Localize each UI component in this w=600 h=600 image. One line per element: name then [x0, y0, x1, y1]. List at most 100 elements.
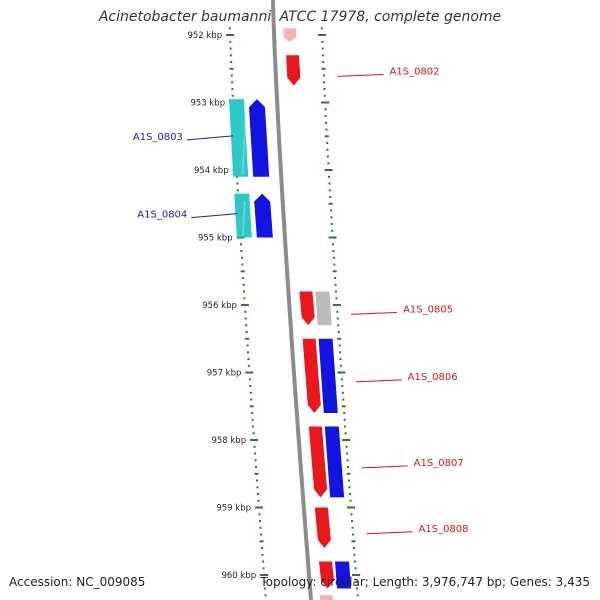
- scale-dot: [334, 277, 337, 279]
- scale-dot: [328, 236, 337, 239]
- scale-dot: [326, 155, 329, 158]
- scale-dot: [255, 506, 263, 509]
- gene-label[interactable]: A1S_0802: [390, 66, 440, 77]
- gene-label-leader: [186, 135, 233, 141]
- gene-label[interactable]: A1S_0808: [419, 524, 469, 535]
- tick-label-955: 955 kbp: [198, 234, 233, 244]
- gene-label[interactable]: A1S_0807: [414, 458, 464, 469]
- gene-feature[interactable]: [275, 561, 352, 589]
- scale-dot: [327, 162, 330, 165]
- genome-backbone: [271, 0, 314, 600]
- gene-arrow[interactable]: [285, 55, 301, 86]
- page-title: Acinetobacter baumannii ATCC 17978, comp…: [98, 9, 502, 25]
- scale-dot: [349, 493, 351, 495]
- scale-dot: [328, 175, 330, 178]
- gene-arrow[interactable]: [319, 561, 335, 589]
- scale-dot: [229, 47, 232, 50]
- gene-label[interactable]: A1S_0803: [133, 132, 183, 143]
- scale-dot: [250, 398, 253, 401]
- gene-arrow[interactable]: [319, 595, 335, 600]
- gene-highlight: [273, 595, 277, 600]
- gene-highlight: [275, 561, 280, 579]
- scale-dot: [344, 425, 347, 428]
- gene-feature[interactable]: [274, 426, 345, 498]
- gene-arrow[interactable]: [249, 99, 270, 177]
- gene-arrow[interactable]: [299, 291, 315, 326]
- gene-highlight: [284, 55, 288, 76]
- scale-dot: [351, 526, 354, 529]
- gene-feature[interactable]: [282, 28, 297, 42]
- gene-arrow[interactable]: [314, 507, 331, 549]
- gene-arrow[interactable]: [282, 28, 297, 42]
- scale-dot: [254, 459, 257, 462]
- gene-feature[interactable]: [276, 338, 338, 413]
- scale-dot: [347, 466, 349, 468]
- scale-dot: [321, 101, 330, 104]
- scale-dot: [254, 472, 259, 475]
- scale-dot: [334, 283, 337, 286]
- scale-dot: [335, 290, 337, 293]
- scale-dot: [326, 148, 329, 151]
- scale-dot: [231, 94, 234, 97]
- scale-dot: [332, 243, 334, 246]
- scale-dot: [326, 142, 329, 144]
- gene-feature[interactable]: [280, 291, 332, 326]
- scale-dot: [355, 580, 358, 583]
- cds-bar[interactable]: [324, 426, 345, 498]
- cds-bar[interactable]: [229, 99, 249, 177]
- scale-dot: [244, 317, 247, 320]
- scale-dot: [337, 371, 346, 374]
- gene-label[interactable]: A1S_0806: [408, 372, 458, 383]
- scale-dot: [245, 337, 250, 340]
- tick-label-959: 959 kbp: [216, 504, 251, 514]
- scale-dot: [242, 277, 245, 279]
- gene-label-group[interactable]: A1S_0806: [355, 372, 458, 383]
- scale-dot: [354, 560, 357, 563]
- gene-highlight: [241, 107, 248, 175]
- gene-feature[interactable]: [284, 55, 301, 86]
- scale-dot: [343, 412, 346, 414]
- gene-arrow[interactable]: [308, 426, 328, 498]
- gene-label-group[interactable]: A1S_0804: [137, 210, 238, 221]
- scale-dot: [250, 439, 259, 441]
- gene-label-leader: [337, 73, 384, 77]
- scale-dot: [231, 88, 234, 90]
- gene-label-group[interactable]: A1S_0807: [361, 458, 464, 469]
- gene-label-group[interactable]: A1S_0802: [337, 66, 440, 77]
- scale-dot: [322, 61, 325, 63]
- gene-label-group[interactable]: A1S_0803: [133, 132, 233, 143]
- gene-feature[interactable]: [275, 507, 331, 549]
- gene-highlight: [275, 507, 280, 538]
- gene-label-group[interactable]: A1S_0805: [351, 304, 453, 315]
- scale-dot: [337, 337, 342, 340]
- gene-feature[interactable]: [229, 99, 270, 177]
- tick-label-954: 954 kbp: [194, 166, 229, 176]
- scale-dot: [245, 331, 248, 333]
- scale-dot: [255, 466, 257, 468]
- scale-dot: [321, 40, 324, 43]
- scale-dot: [247, 364, 250, 367]
- scale-dot: [259, 526, 262, 529]
- cds-bar[interactable]: [315, 291, 332, 326]
- gene-arrow[interactable]: [254, 193, 273, 238]
- gene-feature[interactable]: [234, 193, 273, 238]
- cds-bar[interactable]: [335, 561, 352, 589]
- gene-arrow[interactable]: [302, 338, 321, 413]
- scale-dot: [354, 567, 357, 570]
- scale-dot: [229, 67, 234, 70]
- cds-bar[interactable]: [318, 338, 338, 413]
- scale-dot: [249, 385, 252, 387]
- scale-dot: [350, 513, 353, 516]
- gene-feature[interactable]: [273, 595, 334, 600]
- scale-dot: [323, 94, 326, 97]
- scale-dot: [332, 250, 335, 252]
- gene-label[interactable]: A1S_0804: [137, 210, 187, 221]
- gene-label[interactable]: A1S_0805: [403, 304, 453, 315]
- scale-dot: [346, 472, 351, 475]
- scale-dot: [264, 587, 267, 590]
- cds-bar[interactable]: [234, 193, 252, 238]
- scale-dot: [256, 479, 258, 482]
- scale-dot: [240, 243, 242, 246]
- gene-label-group[interactable]: A1S_0808: [366, 524, 469, 535]
